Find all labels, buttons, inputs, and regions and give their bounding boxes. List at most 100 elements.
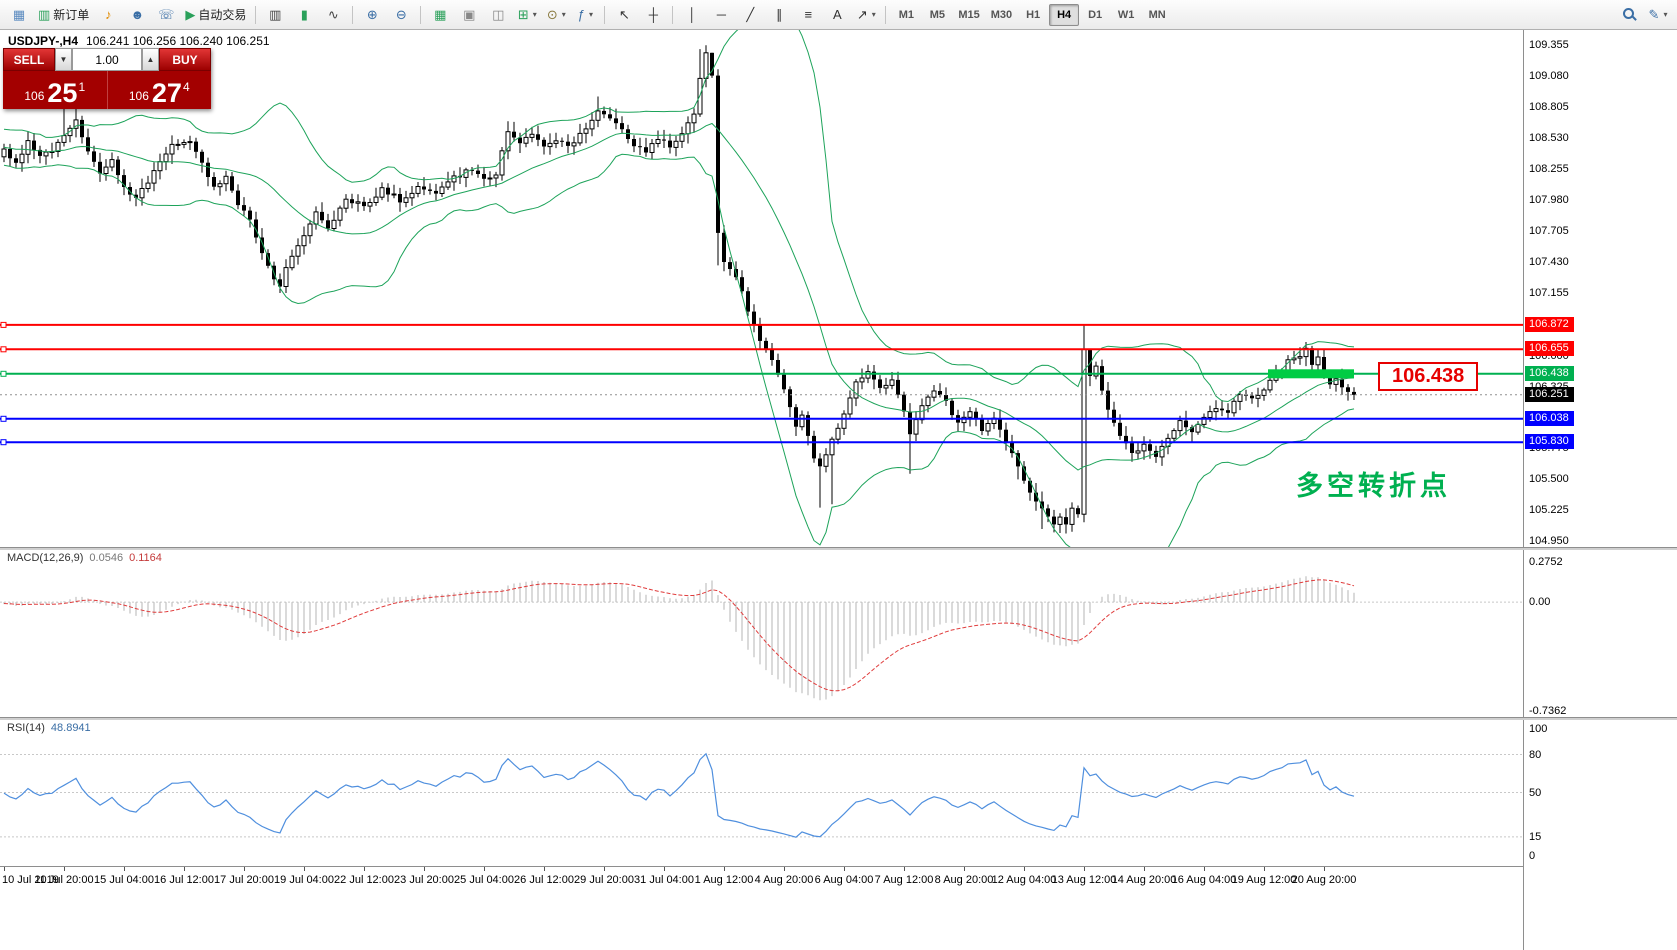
channel-tool-button[interactable]: ∥	[765, 3, 793, 27]
bid-pipette: 1	[78, 80, 86, 94]
horizontal-line-tool-icon: ─	[716, 7, 726, 22]
rsi-pane-divider[interactable]	[0, 717, 1677, 720]
level-price-tag: 105.830	[1525, 434, 1574, 450]
time-axis[interactable]: 10 Jul 2019 11 Jul 20:00 15 Jul 04:00 16 Ju…	[0, 866, 1523, 950]
arrows-tool-button[interactable]: ↗ ▾	[852, 3, 880, 27]
macd-signal-value: 0.1164	[129, 552, 162, 564]
axis-label: 107.705	[1529, 225, 1569, 238]
chevron-down-icon: ▾	[561, 10, 566, 19]
tf-m30-button[interactable]: M30	[990, 8, 1013, 21]
axis-label: 50	[1529, 786, 1542, 799]
tile-windows-button[interactable]: ▦	[426, 3, 454, 27]
time-label: 13 Aug 12:00	[1051, 874, 1117, 886]
tf-d1-button[interactable]: D1	[1088, 8, 1103, 21]
chart-window-icon[interactable]: ▦	[5, 3, 33, 27]
bid-pips: 25	[47, 78, 78, 108]
macd-pane-divider[interactable]	[0, 547, 1677, 550]
tf-h4-button[interactable]: H4	[1049, 3, 1080, 26]
axis-label: -0.7362	[1529, 704, 1567, 717]
new-chart-button[interactable]: ⊞ ▾	[513, 3, 541, 27]
auto-scroll-button[interactable]: ▣	[455, 3, 483, 27]
ask-pipette: 4	[182, 80, 190, 94]
search-icon	[1622, 7, 1637, 22]
toolbar-separator	[420, 5, 422, 24]
time-tick	[724, 867, 725, 871]
bars-chart-button[interactable]: ▥	[261, 3, 289, 27]
tf-m15-button[interactable]: M15	[958, 8, 980, 21]
toolbar-separator	[604, 5, 606, 24]
zoom-in-button[interactable]: ⊕	[358, 3, 386, 27]
search-button[interactable]	[1615, 3, 1643, 27]
rsi-pane[interactable]	[0, 719, 1523, 866]
tf-w1-button[interactable]: W1	[1117, 8, 1135, 21]
volume-decrease-button[interactable]: ▼	[55, 48, 72, 71]
time-label: 25 Jul 04:00	[454, 874, 514, 886]
axis-label: 107.980	[1529, 194, 1569, 207]
bid-big-figure: 106	[24, 89, 45, 103]
new-order-button[interactable]: ▥ 新订单	[34, 3, 93, 27]
axis-label: 109.355	[1529, 39, 1569, 52]
tf-m5-button[interactable]: M5	[929, 8, 945, 21]
time-label: 31 Jul 04:00	[634, 874, 694, 886]
volume-increase-button[interactable]: ▲	[142, 48, 159, 71]
axis-label: 108.530	[1529, 132, 1569, 145]
axis-label: 15	[1529, 830, 1542, 843]
time-tick	[784, 867, 785, 871]
axis-label: 104.950	[1529, 535, 1569, 548]
text-tool-icon: A	[832, 7, 842, 22]
time-label: 17 Jul 20:00	[214, 874, 274, 886]
time-tick	[364, 867, 365, 871]
time-label: 16 Aug 04:00	[1171, 874, 1237, 886]
alerts-trumpet-icon[interactable]: ♪	[94, 3, 122, 27]
time-label: 1 Aug 12:00	[694, 874, 754, 886]
cursor-tool-icon: ↖	[618, 7, 630, 22]
time-label: 6 Aug 04:00	[814, 874, 874, 886]
bid-price[interactable]: 106 25 1	[3, 71, 107, 109]
tf-m1-button[interactable]: M1	[898, 8, 914, 21]
sell-button[interactable]: SELL	[3, 48, 55, 71]
horizontal-line-tool-button[interactable]: ─	[707, 3, 735, 27]
text-tool-button[interactable]: A	[823, 3, 851, 27]
new-order-button-label: 新订单	[53, 8, 90, 22]
profiles-button[interactable]: ⊙ ▾	[542, 3, 570, 27]
candlestick-chart-button[interactable]: ▮	[290, 3, 318, 27]
vertical-line-tool-button[interactable]: │	[678, 3, 706, 27]
macd-indicator-label: MACD(12,26,9) 0.0546 0.1164	[7, 552, 162, 564]
auto-trading-button[interactable]: ▶ 自动交易	[181, 3, 250, 27]
trendline-tool-button[interactable]: ╱	[736, 3, 764, 27]
tf-mn-button[interactable]: MN	[1148, 8, 1166, 21]
rsi-value: 48.8941	[50, 722, 91, 734]
time-label: 14 Aug 20:00	[1111, 874, 1177, 886]
volume-input[interactable]	[72, 48, 142, 71]
time-tick	[244, 867, 245, 871]
tf-h1-button[interactable]: H1	[1026, 8, 1041, 21]
line-chart-button[interactable]: ∿	[319, 3, 347, 27]
time-tick	[1204, 867, 1205, 871]
axis-label: 100	[1529, 723, 1548, 736]
community-profile-icon[interactable]: ☻	[123, 3, 151, 27]
ask-price[interactable]: 106 27 4	[106, 71, 212, 109]
chart-window-icon: ▦	[12, 7, 26, 22]
time-tick	[184, 867, 185, 871]
fibonacci-tool-button[interactable]: ≡	[794, 3, 822, 27]
zoom-out-button[interactable]: ⊖	[387, 3, 415, 27]
support-headset-icon[interactable]: ☏	[152, 3, 180, 27]
time-label: 22 Jul 12:00	[334, 874, 394, 886]
indicators-button[interactable]: ƒ ▾	[571, 3, 599, 27]
buy-button[interactable]: BUY	[159, 48, 211, 71]
chart-shift-button[interactable]: ◫	[484, 3, 512, 27]
main-chart-pane[interactable]	[0, 30, 1523, 547]
time-label: 16 Jul 12:00	[154, 874, 214, 886]
draw-tools-button[interactable]: ✎ ▾	[1644, 3, 1672, 27]
time-label: 23 Jul 20:00	[394, 874, 454, 886]
macd-pane[interactable]	[0, 549, 1523, 717]
price-callout-box[interactable]: 106.438	[1378, 362, 1479, 391]
turning-point-annotation: 多空转折点	[1296, 471, 1451, 501]
rsi-indicator-label: RSI(14) 48.8941	[7, 722, 91, 734]
time-tick	[544, 867, 545, 871]
price-axis[interactable]: 109.355 109.080 108.805 108.530 108.255 107.9…	[1523, 30, 1677, 950]
cursor-tool-button[interactable]: ↖	[610, 3, 638, 27]
crosshair-tool-button[interactable]: ┼	[639, 3, 667, 27]
time-tick	[1324, 867, 1325, 871]
time-label: 15 Jul 04:00	[94, 874, 154, 886]
